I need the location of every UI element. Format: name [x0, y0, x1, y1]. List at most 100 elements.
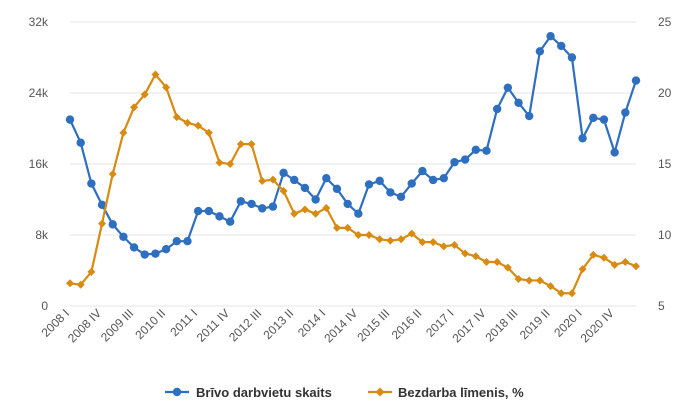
data-point	[247, 199, 256, 209]
data-point	[332, 184, 342, 194]
y-right-tick-label: 20	[658, 86, 672, 100]
data-point	[268, 175, 277, 184]
data-point	[258, 204, 267, 213]
data-point	[226, 160, 235, 168]
data-point	[589, 113, 598, 123]
data-point	[279, 186, 288, 195]
data-point	[450, 158, 459, 167]
data-point	[129, 243, 139, 252]
data-point	[535, 276, 544, 285]
data-point	[98, 219, 107, 228]
data-point	[397, 235, 406, 244]
data-point	[76, 280, 85, 289]
data-point	[482, 257, 491, 266]
data-point	[514, 275, 523, 284]
x-tick-label: 2013 II	[261, 306, 297, 342]
legend-entry: Brīvo darbvietu skaits	[165, 385, 332, 400]
data-point	[108, 220, 117, 229]
data-point	[621, 108, 630, 117]
x-tick-label: 2009 III	[98, 306, 136, 344]
series	[65, 32, 641, 298]
data-point	[535, 47, 545, 56]
series-line	[69, 35, 638, 256]
data-point	[332, 223, 341, 232]
data-point	[311, 209, 320, 218]
data-point	[599, 253, 608, 262]
data-point	[236, 197, 246, 206]
data-point	[354, 231, 363, 239]
data-point	[151, 249, 160, 258]
y-right-tick-label: 5	[658, 299, 665, 313]
legend-entry: Bezdarba līmenis, %	[368, 385, 524, 400]
data-point	[311, 195, 320, 204]
data-point	[140, 90, 149, 99]
x-tick-label: 2019 II	[517, 306, 553, 342]
data-point	[300, 183, 310, 193]
data-point	[418, 166, 427, 176]
data-point	[578, 134, 587, 143]
gridlines	[70, 21, 636, 307]
data-point	[525, 276, 534, 285]
data-point	[215, 212, 224, 221]
data-point	[236, 140, 245, 149]
data-point	[450, 240, 459, 249]
data-point	[87, 179, 96, 188]
data-point	[365, 231, 374, 239]
data-point	[279, 168, 288, 178]
data-point	[343, 223, 352, 232]
data-point	[66, 279, 74, 288]
data-point	[461, 249, 470, 258]
x-tick-label: 2015 III	[354, 306, 392, 344]
data-point	[557, 41, 566, 51]
data-point	[375, 235, 384, 244]
data-point	[386, 236, 395, 245]
y-right-tick-label: 10	[658, 228, 672, 242]
x-tick-label: 2017 IV	[449, 306, 488, 345]
data-point	[418, 238, 427, 247]
data-point	[632, 262, 640, 271]
data-point	[172, 237, 181, 246]
data-point	[525, 111, 534, 121]
data-point	[322, 174, 331, 183]
data-point	[364, 180, 374, 189]
data-point	[503, 263, 512, 272]
data-point	[429, 238, 438, 247]
data-point	[492, 104, 502, 114]
data-point	[119, 128, 128, 137]
data-point	[87, 267, 96, 276]
legend: Brīvo darbvietu skaits Bezdarba līmenis, …	[165, 385, 524, 400]
data-point	[493, 257, 502, 266]
x-tick-label: 2018 III	[482, 306, 520, 344]
data-point	[194, 121, 203, 130]
x-tick-label: 2014 IV	[321, 306, 360, 345]
data-point	[471, 145, 481, 154]
data-point	[172, 113, 181, 122]
data-point	[76, 138, 85, 147]
data-point	[97, 200, 107, 210]
y-left-tick-label: 16k	[29, 157, 49, 171]
data-point	[396, 192, 406, 202]
y-right-tick-label: 25	[658, 15, 672, 29]
x-tick-label: 2012 III	[226, 306, 264, 344]
data-point	[161, 245, 171, 254]
legend-marker	[375, 387, 385, 397]
y-right-tick-label: 15	[658, 157, 672, 171]
data-point	[567, 53, 577, 62]
x-tick-label: 2016 II	[389, 306, 425, 342]
data-point	[268, 202, 278, 211]
data-point	[290, 175, 299, 185]
data-point	[183, 237, 192, 246]
data-point	[343, 199, 352, 209]
x-tick-label: 2010 II	[132, 306, 168, 342]
data-point	[140, 250, 149, 259]
data-point	[439, 174, 448, 183]
data-point	[631, 76, 641, 85]
data-point	[471, 252, 480, 261]
data-point	[460, 155, 470, 164]
data-point	[300, 205, 309, 214]
data-point	[407, 179, 416, 188]
data-point	[546, 32, 555, 41]
data-point	[225, 217, 235, 226]
